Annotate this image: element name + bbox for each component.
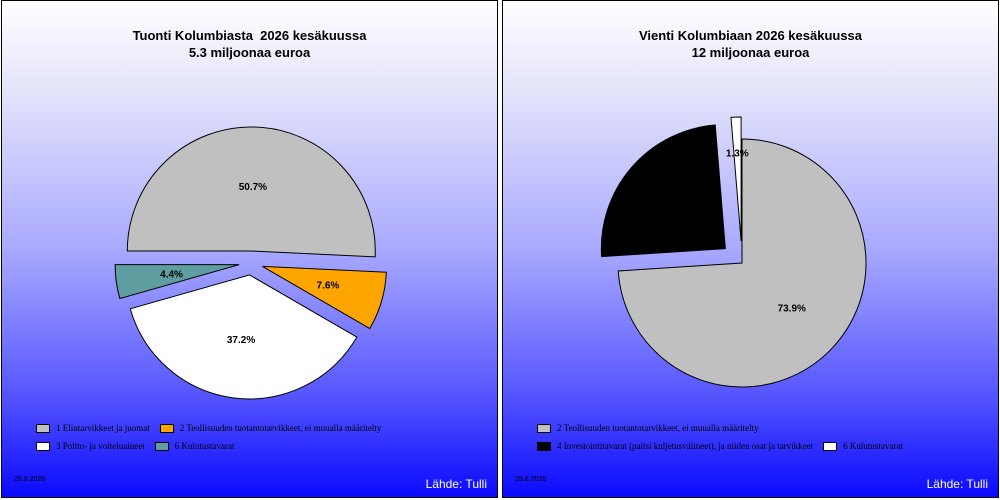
chart-title-line: Vienti Kolumbiaan 2026 kesäkuussa: [638, 28, 863, 43]
legend-swatch: [537, 423, 551, 433]
legend-entry: 4 Investointitavarat (paitsi kuljetusväl…: [537, 441, 813, 451]
legend-swatch: [159, 423, 174, 433]
pie-slice: [617, 138, 867, 388]
export-chart-panel: Vienti Kolumbiaan 2026 kesäkuussa 12 mil…: [502, 0, 999, 498]
chart-source: Lähde: Tulli: [926, 477, 988, 491]
legend-label: 6 Kulutustavarat: [174, 441, 235, 451]
chart-subtitle: 5.3 miljoonaa euroa: [188, 45, 311, 60]
legend-label: 4 Investointitavarat (paitsi kuljetusväl…: [557, 441, 814, 451]
chart-source: Lähde: Tulli: [425, 477, 487, 491]
legend-label: 1 Elintarvikkeet ja juomat: [56, 423, 150, 433]
export-pie-chart: 73.9% 24.7% 1.3%: [600, 116, 867, 388]
legend-entry: 1 Elintarvikkeet ja juomat: [36, 423, 150, 433]
legend-swatch: [36, 423, 50, 433]
legend-entry: 6 Kulutustavarat: [823, 441, 903, 451]
legend-row: 4 Investointitavarat (paitsi kuljetusväl…: [537, 437, 977, 455]
pie-slice: [114, 264, 240, 300]
chart-title-line: Tuonti Kolumbiasta 2026 kesäkuussa: [132, 28, 367, 43]
export-legend: 2 Teollisuuden tuotantotarvikkeet, ei mu…: [537, 419, 977, 455]
chart-title: Vienti Kolumbiaan 2026 kesäkuussa 12 mil…: [503, 27, 998, 61]
legend-swatch: [36, 441, 50, 451]
legend-entry: 2 Teollisuuden tuotantotarvikkeet, ei mu…: [537, 423, 759, 433]
chart-date: 28.8.2026: [14, 476, 46, 483]
slice-percent-label: 4.4%: [160, 270, 183, 281]
legend-entry: 3 Poltto- ja voiteluaineet: [36, 441, 145, 451]
legend-label: 3 Poltto- ja voiteluaineet: [56, 441, 145, 451]
slice-percent-label: 73.9%: [778, 303, 806, 314]
import-pie-chart: 50.7% 7.6% 37.2% 4.4%: [114, 126, 387, 400]
pie-slice: [129, 274, 358, 400]
legend-label: 6 Kulutustavarat: [843, 441, 903, 451]
import-chart-panel: Tuonti Kolumbiasta 2026 kesäkuussa 5.3 m…: [1, 0, 498, 498]
chart-title: Tuonti Kolumbiasta 2026 kesäkuussa 5.3 m…: [2, 27, 497, 61]
chart-date: 28.8.2026: [515, 476, 547, 483]
slice-percent-label: 50.7%: [239, 182, 267, 193]
pie-slice: [262, 265, 387, 330]
legend-entry: 2 Teollisuuden tuotantotarvikkeet, ei mu…: [159, 423, 382, 433]
slice-percent-label: 7.6%: [317, 281, 340, 292]
slice-percent-label: 24.7%: [660, 202, 688, 213]
pie-slice: [600, 124, 726, 258]
legend-swatch: [537, 441, 551, 451]
legend-swatch: [823, 441, 838, 451]
slice-percent-label: 37.2%: [227, 335, 255, 346]
legend-row: 1 Elintarvikkeet ja juomat 2 Teollisuuden…: [36, 419, 476, 437]
legend-row: 3 Poltto- ja voiteluaineet 6 Kulutustavar…: [36, 437, 476, 455]
slice-percent-label: 1.3%: [726, 149, 749, 160]
legend-label: 2 Teollisuuden tuotantotarvikkeet, ei mu…: [557, 423, 759, 433]
legend-entry: 6 Kulutustavarat: [154, 441, 235, 451]
chart-subtitle: 12 miljoonaa euroa: [691, 45, 810, 60]
legend-swatch: [154, 441, 169, 451]
import-legend: 1 Elintarvikkeet ja juomat 2 Teollisuuden…: [36, 419, 476, 455]
legend-row: 2 Teollisuuden tuotantotarvikkeet, ei mu…: [537, 419, 977, 437]
pie-slice: [730, 116, 742, 242]
legend-label: 2 Teollisuuden tuotantotarvikkeet, ei mu…: [179, 423, 382, 433]
pie-slice: [126, 126, 376, 258]
